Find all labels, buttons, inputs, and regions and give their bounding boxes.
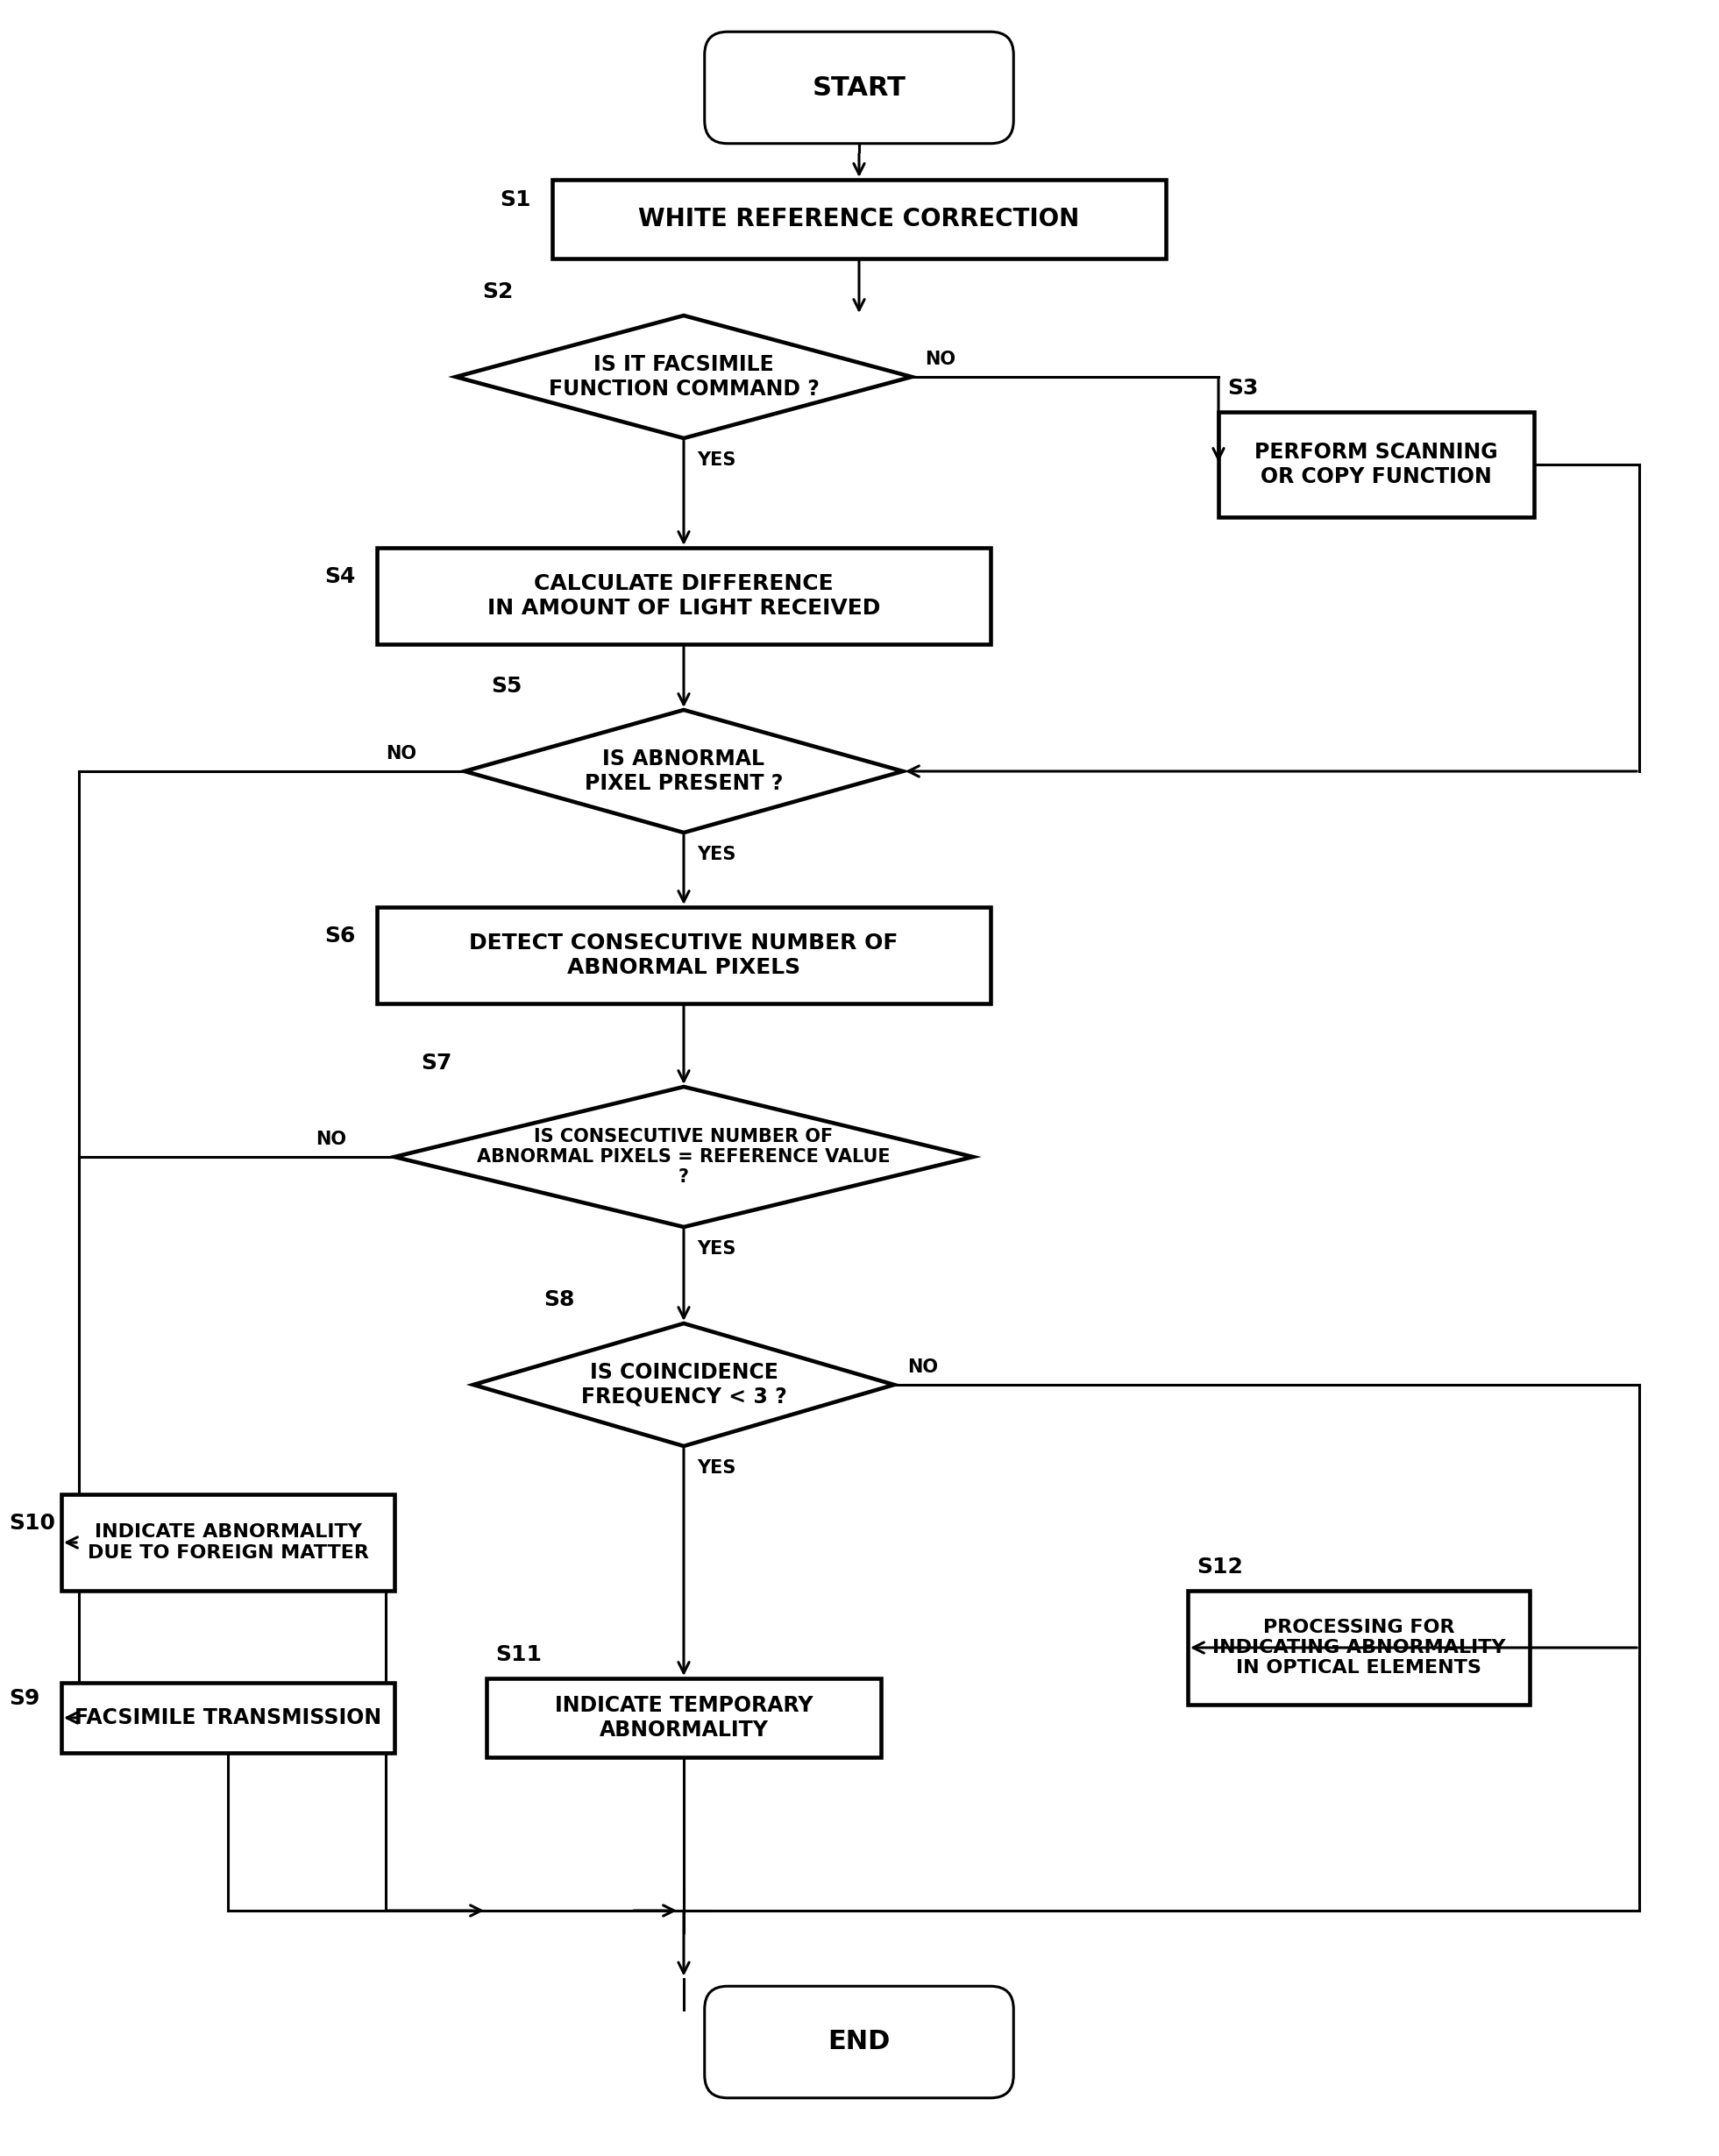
FancyBboxPatch shape: [705, 32, 1014, 144]
Text: NO: NO: [316, 1130, 346, 1149]
Bar: [486, 1677, 880, 1757]
Text: IS CONSECUTIVE NUMBER OF
ABNORMAL PIXELS = REFERENCE VALUE
?: IS CONSECUTIVE NUMBER OF ABNORMAL PIXELS…: [478, 1128, 890, 1186]
Text: IS IT FACSIMILE
FUNCTION COMMAND ?: IS IT FACSIMILE FUNCTION COMMAND ?: [548, 354, 820, 399]
Text: START: START: [811, 75, 906, 101]
Text: S1: S1: [500, 190, 531, 211]
Polygon shape: [473, 1324, 894, 1447]
Text: CALCULATE DIFFERENCE
IN AMOUNT OF LIGHT RECEIVED: CALCULATE DIFFERENCE IN AMOUNT OF LIGHT …: [486, 573, 880, 619]
Text: S6: S6: [325, 925, 356, 946]
Text: S8: S8: [543, 1289, 574, 1311]
Text: PERFORM SCANNING
OR COPY FUNCTION: PERFORM SCANNING OR COPY FUNCTION: [1255, 442, 1497, 487]
Text: WHITE REFERENCE CORRECTION: WHITE REFERENCE CORRECTION: [638, 207, 1080, 231]
Text: END: END: [829, 2029, 890, 2055]
Text: NO: NO: [908, 1358, 939, 1376]
Text: S11: S11: [495, 1645, 541, 1664]
Text: YES: YES: [696, 1240, 736, 1257]
Text: FACSIMILE TRANSMISSION: FACSIMILE TRANSMISSION: [74, 1708, 382, 1729]
Text: INDICATE ABNORMALITY
DUE TO FOREIGN MATTER: INDICATE ABNORMALITY DUE TO FOREIGN MATT…: [88, 1524, 368, 1561]
FancyBboxPatch shape: [705, 1986, 1014, 2098]
Text: S3: S3: [1227, 377, 1258, 399]
Text: S10: S10: [9, 1514, 55, 1533]
Text: S12: S12: [1196, 1557, 1243, 1578]
Bar: [62, 1494, 394, 1591]
Bar: [376, 548, 990, 645]
Text: PROCESSING FOR
INDICATING ABNORMALITY
IN OPTICAL ELEMENTS: PROCESSING FOR INDICATING ABNORMALITY IN…: [1212, 1619, 1506, 1677]
Text: S4: S4: [325, 567, 356, 586]
Text: INDICATE TEMPORARY
ABNORMALITY: INDICATE TEMPORARY ABNORMALITY: [555, 1695, 813, 1740]
Text: S9: S9: [9, 1688, 40, 1710]
Text: IS ABNORMAL
PIXEL PRESENT ?: IS ABNORMAL PIXEL PRESENT ?: [584, 748, 782, 793]
Polygon shape: [394, 1087, 973, 1227]
Bar: [376, 908, 990, 1003]
Text: NO: NO: [385, 746, 416, 763]
Text: NO: NO: [925, 351, 956, 369]
Text: IS COINCIDENCE
FREQUENCY < 3 ?: IS COINCIDENCE FREQUENCY < 3 ?: [581, 1363, 787, 1408]
Polygon shape: [464, 709, 902, 832]
Text: YES: YES: [696, 845, 736, 862]
Text: S5: S5: [492, 675, 523, 696]
Bar: [62, 1682, 394, 1753]
Polygon shape: [456, 315, 911, 438]
Text: S7: S7: [421, 1052, 452, 1074]
Text: DETECT CONSECUTIVE NUMBER OF
ABNORMAL PIXELS: DETECT CONSECUTIVE NUMBER OF ABNORMAL PI…: [469, 934, 899, 979]
Bar: [1188, 1591, 1530, 1705]
Bar: [1219, 412, 1533, 517]
Text: YES: YES: [696, 1460, 736, 1477]
Bar: [552, 179, 1165, 259]
Text: YES: YES: [696, 451, 736, 468]
Text: S2: S2: [481, 280, 514, 302]
